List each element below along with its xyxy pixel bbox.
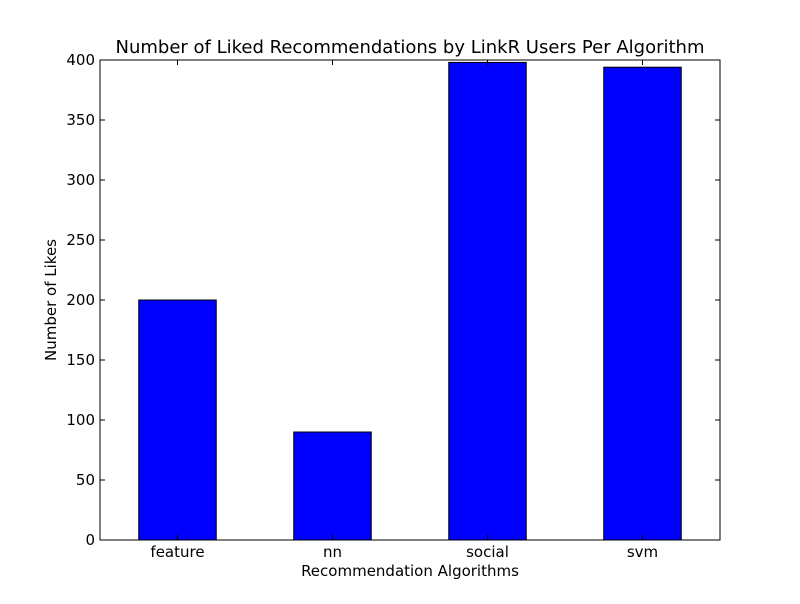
bar-svm (603, 66, 682, 541)
y-tick-label: 400 (66, 51, 95, 69)
y-tick-label: 300 (66, 171, 95, 189)
bars-group (138, 61, 682, 541)
y-axis-label: Number of Likes (42, 239, 60, 361)
y-tick-label: 350 (66, 111, 95, 129)
y-tick-label: 100 (66, 411, 95, 429)
y-tick-label: 150 (66, 351, 95, 369)
x-axis: feature nn social svm (150, 60, 658, 561)
y-tick-label: 200 (66, 291, 95, 309)
x-tick-label: nn (323, 543, 342, 561)
x-tick-label: svm (627, 543, 658, 561)
y-axis: 0 50 100 150 200 250 300 350 400 (66, 51, 720, 549)
x-axis-label: Recommendation Algorithms (301, 562, 519, 580)
bar-nn (293, 431, 372, 541)
x-tick-label: feature (150, 543, 204, 561)
chart-title: Number of Liked Recommendations by LinkR… (116, 37, 705, 58)
x-tick-label: social (466, 543, 509, 561)
y-tick-label: 250 (66, 231, 95, 249)
bar-feature (138, 299, 217, 541)
y-tick-label: 0 (85, 531, 95, 549)
y-tick-label: 50 (76, 471, 95, 489)
bar-social (448, 61, 527, 541)
